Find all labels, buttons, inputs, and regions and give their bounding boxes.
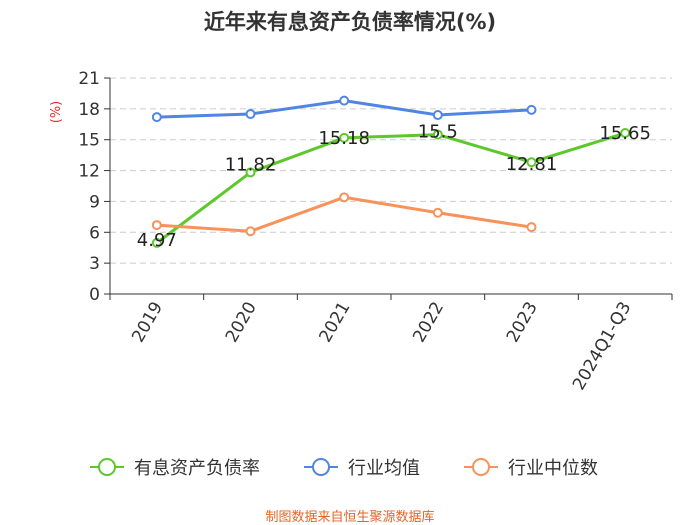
y-axis-label: (%) <box>49 101 64 124</box>
data-label: 15.18 <box>318 128 370 149</box>
legend-label: 行业均值 <box>348 458 420 479</box>
data-point <box>432 129 443 140</box>
chart-title: 近年来有息资产负债率情况(%) <box>203 10 497 34</box>
y-tick-label: 18 <box>78 100 100 120</box>
data-label: 12.81 <box>506 154 558 175</box>
data-point <box>245 226 256 237</box>
data-point <box>432 110 443 121</box>
data-point <box>620 128 631 139</box>
x-tick-label: 2023 <box>503 299 542 346</box>
legend-marker <box>312 458 330 476</box>
data-label: 11.82 <box>225 154 277 175</box>
y-tick-label: 21 <box>78 69 100 89</box>
data-point <box>526 157 537 168</box>
data-point <box>151 220 162 231</box>
data-point <box>432 207 443 218</box>
y-tick-label: 0 <box>89 285 100 305</box>
y-tick-label: 9 <box>89 192 100 212</box>
data-label: 15.5 <box>418 122 458 143</box>
y-tick-label: 3 <box>89 254 100 274</box>
source-note: 制图数据来自恒生聚源数据库 <box>265 510 435 525</box>
legend-label: 有息资产负债率 <box>134 458 260 479</box>
data-point <box>339 95 350 106</box>
x-tick-label: 2021 <box>316 299 355 346</box>
legend-marker <box>472 458 490 476</box>
x-tick-label: 2019 <box>128 299 167 346</box>
y-tick-label: 12 <box>78 162 100 182</box>
legend-marker <box>98 458 116 476</box>
data-point <box>151 112 162 123</box>
data-point <box>151 237 162 248</box>
data-point <box>339 192 350 203</box>
data-point <box>526 222 537 233</box>
data-label: 15.65 <box>599 123 651 144</box>
data-label: 4.97 <box>137 230 177 251</box>
y-tick-label: 6 <box>89 223 100 243</box>
x-tick-label: 2022 <box>409 299 448 346</box>
data-point <box>245 167 256 178</box>
y-tick-label: 15 <box>78 131 100 151</box>
x-tick-label: 2024Q1-Q3 <box>569 299 636 394</box>
data-point <box>245 109 256 119</box>
x-tick-label: 2020 <box>222 299 261 346</box>
legend-label: 行业中位数 <box>508 458 598 479</box>
data-point <box>339 132 350 143</box>
series-line <box>155 131 626 245</box>
data-point <box>526 104 537 115</box>
